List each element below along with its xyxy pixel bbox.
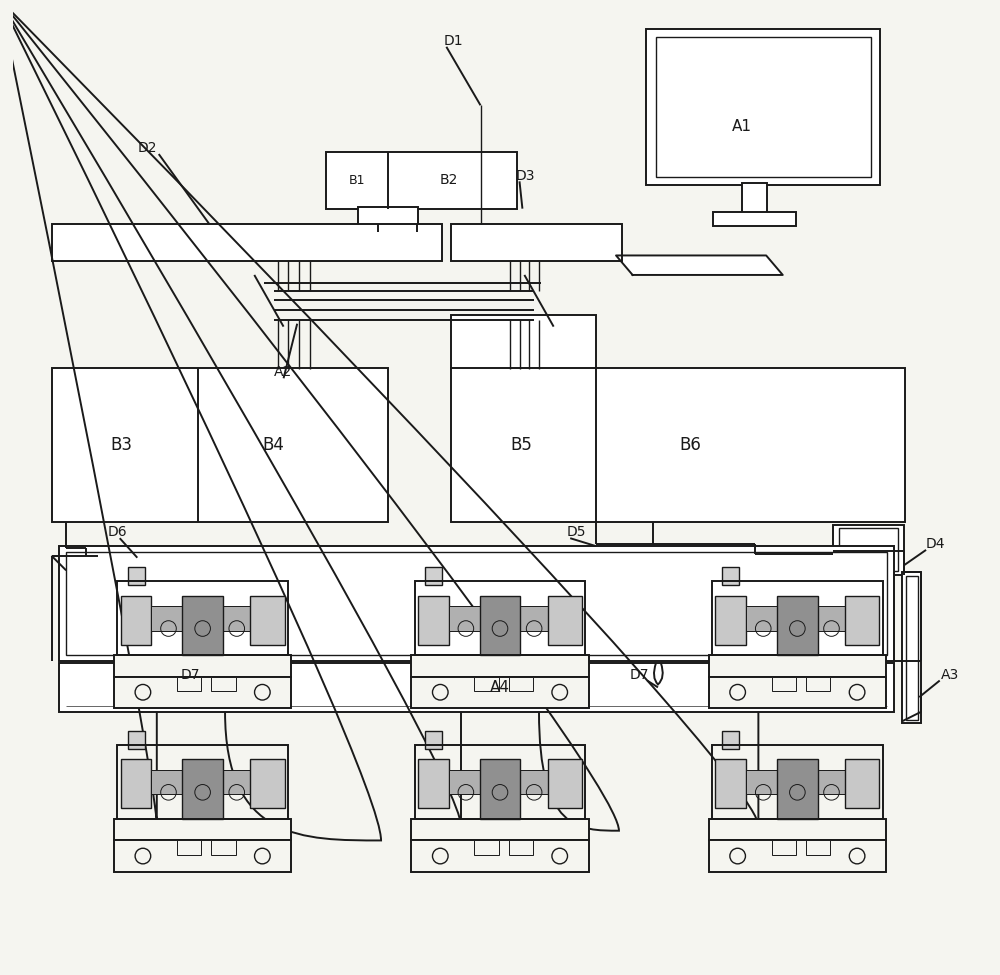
Bar [182,760,223,819]
Bar [114,655,291,677]
Bar [777,596,818,655]
Bar [722,731,739,749]
Bar [806,840,830,855]
Bar [709,655,886,677]
Text: D4: D4 [926,537,946,551]
Bar [451,224,622,261]
Bar [806,677,830,691]
Bar [121,760,151,808]
Bar [746,770,849,795]
Bar [411,677,589,708]
Bar [772,677,796,691]
Text: A4: A4 [490,680,510,695]
Bar [66,552,887,655]
Bar [742,183,767,213]
Bar [845,596,879,644]
Bar [425,567,442,585]
Text: B5: B5 [511,436,532,453]
Bar [177,840,201,855]
Bar [746,606,849,631]
Bar [833,525,904,575]
Bar [772,840,796,855]
Bar [250,760,285,808]
Bar [715,596,746,644]
Text: B4: B4 [263,436,285,453]
Text: D7: D7 [180,668,200,682]
Text: B1: B1 [348,174,365,187]
Bar [656,37,870,177]
Bar [418,760,449,808]
Bar [712,581,883,655]
Bar [418,596,449,644]
Bar [411,840,589,872]
Bar [411,819,589,840]
Bar [177,677,201,691]
Bar [451,368,905,522]
Text: A3: A3 [941,668,959,682]
Bar [128,731,145,749]
Bar [117,581,288,655]
Bar [449,770,551,795]
Bar [114,819,291,840]
Bar [722,567,739,585]
Bar [548,760,582,808]
Bar [548,596,582,644]
Bar [712,745,883,819]
Bar [52,368,388,522]
Text: D6: D6 [108,526,128,539]
Bar [509,677,533,691]
Bar [59,546,894,661]
Bar [425,731,442,749]
Bar [709,819,886,840]
Bar [52,224,442,261]
Bar [59,663,894,712]
Bar [151,606,254,631]
Bar [182,596,223,655]
Bar [250,596,285,644]
Bar [713,212,796,226]
Bar [839,528,898,571]
Bar [415,581,585,655]
Bar [906,576,918,720]
Bar [211,840,236,855]
Text: B6: B6 [679,436,701,453]
Text: D1: D1 [443,34,463,48]
Polygon shape [616,255,783,275]
Bar [715,760,746,808]
Bar [211,677,236,691]
Text: D2: D2 [137,141,157,155]
Bar [358,207,418,232]
Bar [449,606,551,631]
Bar [114,677,291,708]
Bar [509,840,533,855]
Bar [777,760,818,819]
Bar [709,840,886,872]
Bar [326,152,517,209]
Text: A1: A1 [732,119,752,135]
Text: D7: D7 [630,668,649,682]
Text: D3: D3 [516,169,535,182]
Bar [128,567,145,585]
Text: A2: A2 [274,366,292,379]
Bar [415,745,585,819]
Bar [151,770,254,795]
Bar [474,840,499,855]
Bar [117,745,288,819]
Bar [114,840,291,872]
Bar [845,760,879,808]
Bar [121,596,151,644]
Text: D5: D5 [566,526,586,539]
Text: B3: B3 [111,436,133,453]
Bar [709,677,886,708]
Bar [451,315,596,369]
Bar [646,29,880,185]
Bar [902,572,921,723]
Bar [480,760,520,819]
Text: B2: B2 [440,174,458,187]
Bar [480,596,520,655]
Bar [474,677,499,691]
Bar [411,655,589,677]
